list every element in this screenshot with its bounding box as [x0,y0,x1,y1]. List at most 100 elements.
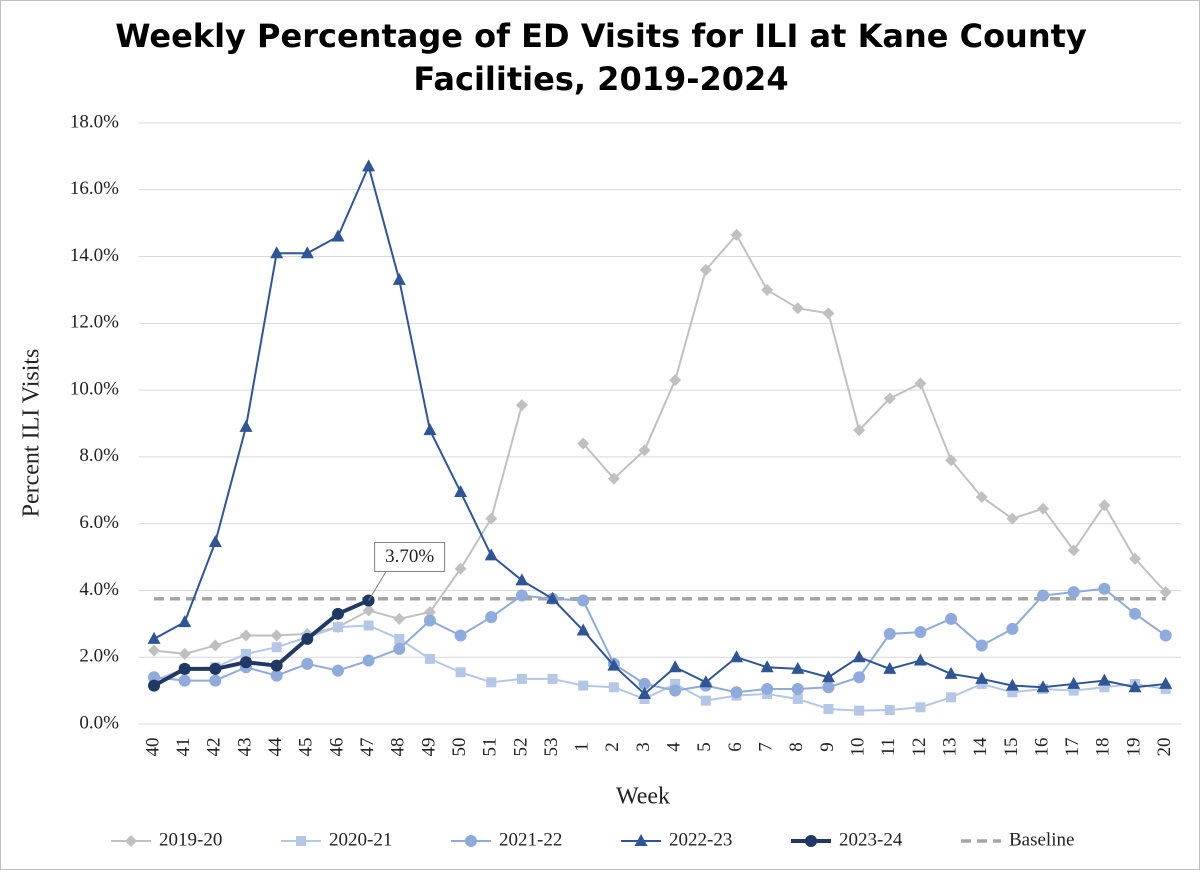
data-point [883,627,896,640]
data-point [486,677,497,688]
data-point [822,681,835,694]
data-point [792,693,803,704]
data-point [362,159,376,172]
data-point [547,673,558,684]
x-tick-label: 20 [1154,738,1175,757]
data-point [1099,682,1110,693]
series [148,582,1172,699]
x-tick-label: 47 [357,738,378,757]
legend-label: 2021-22 [499,829,562,850]
y-axis-label: Percent ILI Visits [19,349,45,518]
x-tick-label: 45 [296,738,317,757]
data-point [148,671,161,684]
data-point [945,454,958,467]
data-point [485,512,498,525]
data-point [454,484,468,497]
series [147,159,1173,699]
data-point [577,594,590,607]
x-tick-label: 6 [725,742,746,752]
data-point [209,674,222,687]
legend-marker [805,835,817,847]
callout-leader [368,570,388,601]
legend-label: Baseline [1009,829,1074,850]
x-tick-label: 53 [541,738,562,757]
data-point [1159,676,1173,689]
data-point [883,392,896,405]
data-point [270,629,283,642]
y-tick-label: 6.0% [79,512,119,533]
x-tick-label: 3 [633,742,654,752]
data-point [209,639,222,652]
legend-marker [296,836,306,846]
data-point [1160,683,1171,694]
data-point [976,678,987,689]
data-point [854,705,865,716]
x-tick-label: 11 [878,738,899,756]
x-tick-label: 51 [480,738,501,757]
data-point [730,686,743,699]
data-point [424,653,435,664]
data-point [1036,680,1050,693]
data-point [1037,502,1050,515]
x-tick-label: 5 [694,742,715,752]
data-point [946,692,957,703]
data-point [423,606,436,619]
data-point [1159,629,1172,642]
series-line [153,165,1166,695]
data-point [423,614,436,627]
data-point [761,283,774,296]
data-point [515,573,529,586]
legend-marker [125,835,137,847]
x-tick-label: 44 [265,737,286,757]
data-point [823,703,834,714]
data-point [331,664,344,677]
data-point [699,675,713,688]
data-point [669,684,682,697]
data-point [148,644,161,657]
data-point [1098,582,1111,595]
series-line [153,587,1167,694]
data-point [945,612,958,625]
y-tick-label: 0.0% [79,712,119,733]
data-point [178,662,191,675]
data-point [209,662,222,675]
data-point [975,639,988,652]
data-point [394,633,405,644]
data-point [1037,589,1050,602]
series-line [153,624,1166,712]
data-point [485,611,498,624]
data-point [208,535,222,548]
data-point [271,642,282,653]
data-point [363,620,374,631]
x-tick-label: 2 [602,742,623,752]
data-point [331,229,345,242]
data-point [822,307,835,320]
y-tick-label: 14.0% [70,245,119,266]
data-point [914,377,927,390]
y-tick-label: 8.0% [79,445,119,466]
data-point [393,612,406,625]
x-tick-label: 13 [939,738,960,757]
data-point [914,626,927,639]
data-point [883,661,897,674]
data-point [791,661,805,674]
x-tick-label: 12 [909,738,930,757]
x-tick-label: 19 [1123,738,1144,757]
data-point [147,631,161,644]
data-point [821,670,835,683]
data-point [761,682,774,695]
data-point [455,667,466,678]
data-point [454,629,467,642]
data-point [1097,673,1111,686]
legend-marker [465,835,477,847]
y-tick-label: 12.0% [70,312,119,333]
data-point [1068,685,1079,696]
data-point [944,666,958,679]
data-point [239,419,253,432]
legend-label: 2022-23 [669,829,732,850]
data-point [577,437,590,450]
x-tick-label: 43 [234,738,255,757]
data-point [331,607,344,620]
data-point [1067,544,1080,557]
x-tick-label: 50 [449,738,470,757]
